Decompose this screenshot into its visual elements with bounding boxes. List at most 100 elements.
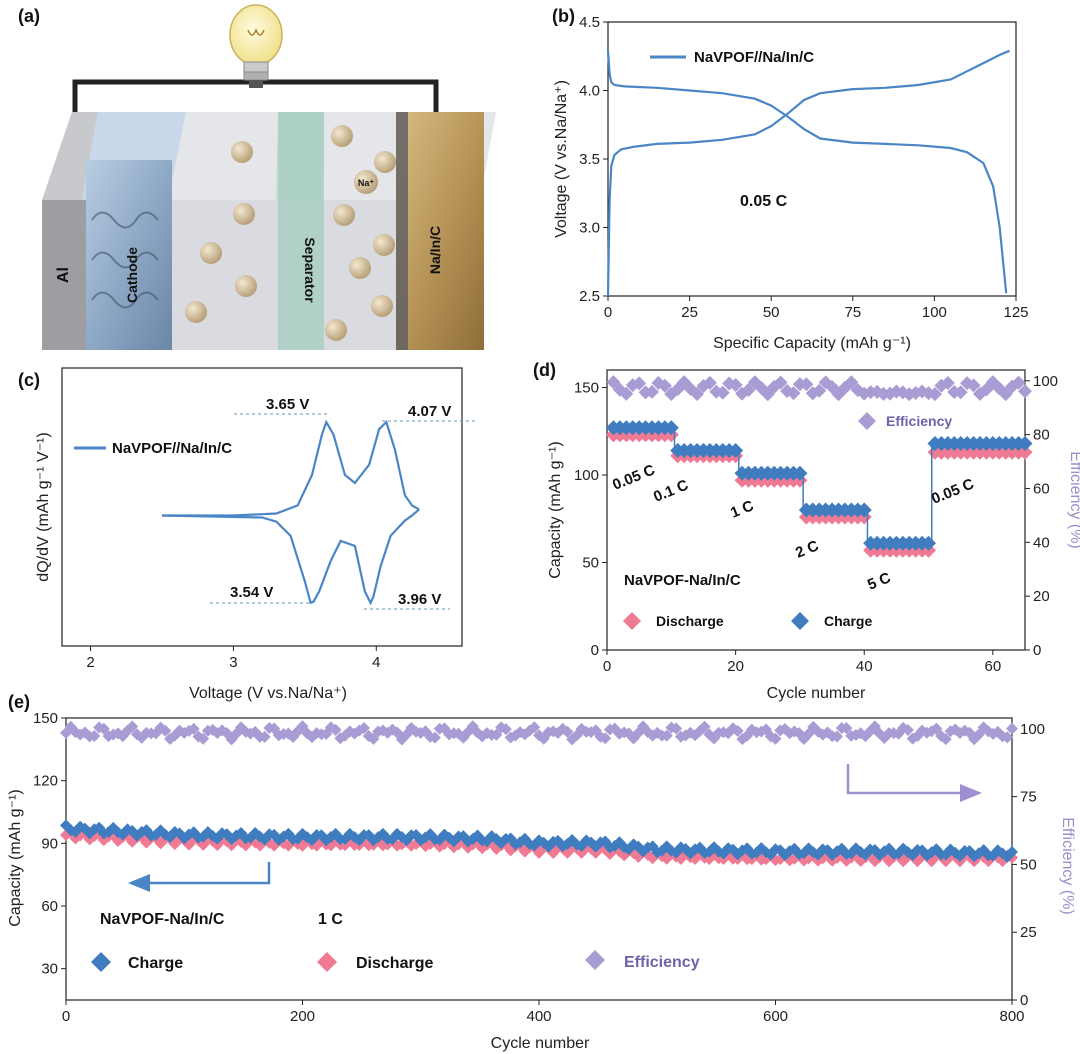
panel-d: (d) 0 20 40 60 0 50 100 150 0 20 40 60 80 100 Cycle n… xyxy=(533,360,1080,702)
e-ytick-tick-label: 120 xyxy=(33,773,58,790)
efficiency-point-d xyxy=(728,377,743,392)
rate-label-d-5: 5 C xyxy=(865,569,893,594)
efficiency-point-d xyxy=(1018,384,1032,399)
efficiency-point-e xyxy=(731,724,744,737)
efficiency-point-d xyxy=(1011,375,1026,390)
b-ytick-tick-label: 4.5 xyxy=(579,14,600,31)
y-axis-label-e: Capacity (mAh g⁻¹) xyxy=(7,789,24,926)
plot-frame-c xyxy=(61,367,463,647)
rate-label-d-3: 1 C xyxy=(728,497,756,522)
x-axis-label-e: Cycle number xyxy=(491,1035,590,1052)
x-axis-label-b: Specific Capacity (mAh g⁻¹) xyxy=(713,335,911,352)
plot-frame-d xyxy=(606,369,1026,651)
al-collector xyxy=(42,200,86,350)
d-y2tick-tick-label: 0 xyxy=(1033,642,1041,659)
sodium-ions xyxy=(185,125,396,341)
anode-label: Na/In/C xyxy=(427,226,443,274)
charge-point-e xyxy=(1006,845,1018,858)
cathode-label: Cathode xyxy=(124,247,140,303)
d-ytick-tick-label: 50 xyxy=(582,555,599,572)
d-xtick-label: 0 xyxy=(603,658,611,675)
efficiency-point-e xyxy=(88,729,101,742)
y-axis-label-b: Voltage (V vs.Na/Na⁺) xyxy=(553,80,570,238)
d-ytick-tick-label: 100 xyxy=(574,467,599,484)
legend-marker-charge-d xyxy=(791,612,809,630)
charge-point-d xyxy=(1017,436,1033,451)
efficiency-point-e xyxy=(97,722,110,735)
legend-text-charge-e: Charge xyxy=(128,955,183,972)
efficiency-point-d xyxy=(702,375,717,390)
legend-marker-discharge-e xyxy=(317,952,337,972)
efficiency-point-d xyxy=(940,376,955,391)
legend-text-charge-d: Charge xyxy=(824,613,872,629)
sample-label-d: NaVPOF-Na/In/C xyxy=(624,572,741,589)
efficiency-point-e xyxy=(159,724,172,737)
y-axis-label-d: Capacity (mAh g⁻¹) xyxy=(547,441,564,578)
legend-marker-charge-e xyxy=(91,952,111,972)
efficiency-point-d xyxy=(799,377,814,392)
e-ytick-tick-label: 30 xyxy=(41,961,58,978)
efficiency-point-e xyxy=(428,731,441,744)
al-collector-top xyxy=(42,112,98,200)
efficiency-point-d xyxy=(715,385,730,400)
efficiency-point-e xyxy=(830,730,843,743)
separator xyxy=(278,112,324,350)
peak-label-2: 4.07 V xyxy=(408,403,451,420)
rate-label-b: 0.05 C xyxy=(740,193,788,210)
efficiency-point-d xyxy=(773,375,788,390)
d-y2tick-tick-label: 20 xyxy=(1033,588,1050,605)
rate-label-d-4: 2 C xyxy=(793,537,821,562)
efficiency-point-d xyxy=(998,387,1013,402)
charge-point-e xyxy=(249,826,262,839)
efficiency-point-e xyxy=(126,720,139,733)
legend-marker-efficiency-e xyxy=(585,950,605,970)
efficiency-point-e xyxy=(698,720,711,733)
efficiency-point-e xyxy=(670,722,683,735)
efficiency-point-d xyxy=(632,376,647,391)
light-bulb-icon xyxy=(229,4,283,88)
y2-axis-label-e: Efficiency (%) xyxy=(1059,817,1076,915)
efficiency-point-e xyxy=(660,729,673,742)
d-y2tick-tick-label: 40 xyxy=(1033,534,1050,551)
legend-text-discharge-e: Discharge xyxy=(356,955,433,972)
charge-point-e xyxy=(121,823,134,836)
e-ytick-tick-label: 90 xyxy=(41,835,58,852)
b-ytick-tick-label: 3.0 xyxy=(579,220,600,237)
efficiency-point-d xyxy=(927,387,942,402)
legend-text-b: NaVPOF//Na/In/C xyxy=(694,49,814,66)
legend-marker-efficiency-d xyxy=(858,412,876,430)
y2-axis-label-d: Efficiency (%) xyxy=(1067,451,1080,549)
rate-label-d-2: 0.1 C xyxy=(651,476,691,505)
e-xtick-label: 800 xyxy=(999,1008,1024,1025)
efficiency-point-e xyxy=(930,722,943,735)
efficiency-point-d xyxy=(741,382,756,397)
panel-label-a: (a) xyxy=(18,6,40,26)
efficiency-point-d xyxy=(690,387,705,402)
b-ytick-tick-label: 3.5 xyxy=(579,151,600,168)
efficiency-point-e xyxy=(561,725,574,738)
panel-label-e: (e) xyxy=(8,692,30,712)
panel-b: (b) 0 25 50 75 100 125 2.5 3.0 3.5 4.0 4.5 Specifi… xyxy=(552,6,1029,352)
d-xtick-label: 20 xyxy=(727,658,744,675)
panel-a: (a) Al Cathode Separator Na/In/C xyxy=(18,4,496,350)
y-axis-label-c: dQ/dV (mAh g⁻¹ V⁻¹) xyxy=(35,432,52,581)
e-y2tick-tick-label: 25 xyxy=(1020,924,1037,941)
efficiency-point-e xyxy=(258,730,271,743)
rate-label-d-6: 0.05 C xyxy=(929,475,976,507)
efficiency-point-e xyxy=(599,732,612,745)
curve-charge-b xyxy=(606,49,1010,297)
efficiency-point-e xyxy=(187,722,200,735)
d-y2tick-tick-label: 60 xyxy=(1033,480,1050,497)
d-y2tick-tick-label: 80 xyxy=(1033,427,1050,444)
b-ytick-tick-label: 2.5 xyxy=(579,288,600,305)
curve-discharge-c xyxy=(161,508,420,606)
efficiency-point-d xyxy=(786,386,801,401)
efficiency-point-e xyxy=(769,732,782,745)
b-xtick-label: 25 xyxy=(681,304,698,321)
efficiency-point-d xyxy=(966,378,981,393)
efficiency-point-e xyxy=(121,724,134,737)
efficiency-point-e xyxy=(490,728,503,741)
efficiency-point-d xyxy=(657,378,672,393)
efficiency-point-e xyxy=(367,732,380,745)
